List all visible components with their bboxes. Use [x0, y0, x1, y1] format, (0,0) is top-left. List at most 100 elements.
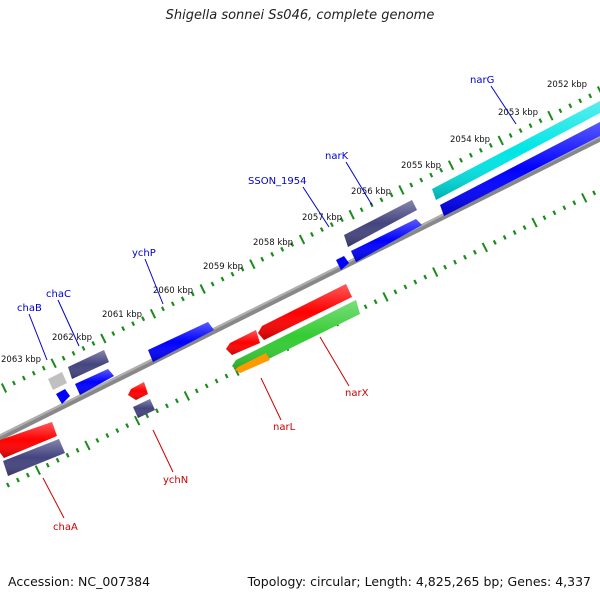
kbp-minor-tick: [226, 374, 228, 378]
kbp-minor-tick: [23, 376, 25, 380]
gene-label-narX[interactable]: narX: [345, 388, 369, 399]
kbp-minor-tick: [559, 109, 561, 113]
kbp-minor-tick: [311, 233, 313, 237]
kbp-major-tick: [85, 441, 90, 450]
kbp-minor-tick: [520, 129, 522, 133]
kbp-major-tick: [300, 235, 305, 244]
kbp-minor-tick: [112, 332, 114, 336]
kbp-minor-tick: [196, 389, 198, 393]
kbp-minor-tick: [142, 317, 144, 321]
kbp-minor-tick: [206, 384, 208, 388]
kbp-minor-tick: [166, 404, 168, 408]
kbp-minor-tick: [216, 379, 218, 383]
kbp-minor-tick: [77, 448, 79, 452]
gene-ychN-protein-shade: [133, 399, 155, 418]
kbp-minor-tick: [13, 381, 15, 385]
kbp-minor-tick: [73, 351, 75, 355]
kbp-minor-tick: [106, 434, 108, 438]
gene-label-ychN[interactable]: ychN: [163, 475, 188, 486]
kbp-minor-tick: [172, 302, 174, 306]
kbp-minor-tick: [162, 307, 164, 311]
kbp-label: 2063 kbp: [1, 355, 41, 365]
kbp-minor-tick: [474, 250, 476, 254]
kbp-minor-tick: [470, 153, 472, 157]
kbp-minor-tick: [33, 371, 35, 375]
gene-label-chaC[interactable]: chaC: [46, 289, 71, 300]
kbp-minor-tick: [544, 216, 546, 220]
kbp-major-tick: [499, 136, 504, 145]
kbp-minor-tick: [7, 483, 9, 487]
gene-names: narG narK SSON_1954 ychP chaC chaB narX …: [17, 75, 494, 533]
kbp-label: 2061 kbp: [102, 310, 142, 320]
kbp-minor-tick: [331, 223, 333, 227]
kbp-minor-tick: [146, 414, 148, 418]
kbp-minor-tick: [375, 300, 377, 304]
gene-label-narK[interactable]: narK: [325, 151, 349, 162]
kbp-minor-tick: [63, 356, 65, 360]
kbp-major-tick: [532, 218, 537, 227]
leader-chaA: [43, 478, 64, 518]
kbp-minor-tick: [57, 458, 59, 462]
kbp-minor-tick: [553, 211, 555, 215]
kbp-major-tick: [36, 466, 40, 475]
kbp-minor-tick: [420, 178, 422, 182]
kbp-minor-tick: [67, 453, 69, 457]
kbp-minor-tick: [96, 439, 98, 443]
kbp-label: 2058 kbp: [253, 238, 293, 248]
kbp-minor-tick: [424, 275, 426, 279]
kbp-minor-tick: [116, 429, 118, 433]
gene-label-SSON_1954[interactable]: SSON_1954: [248, 176, 307, 187]
gene-ychN-cds-shade: [128, 382, 148, 400]
kbp-minor-tick: [176, 399, 178, 403]
kbp-minor-tick: [395, 290, 397, 294]
kbp-minor-tick: [460, 158, 462, 162]
kbp-minor-tick: [43, 366, 45, 370]
kbp-minor-tick: [126, 424, 128, 428]
gene-label-chaB[interactable]: chaB: [17, 303, 42, 314]
kbp-major-tick: [399, 186, 403, 195]
kbp-minor-tick: [27, 473, 29, 477]
kbp-minor-tick: [222, 277, 224, 281]
kbp-minor-tick: [271, 252, 273, 256]
kbp-minor-tick: [530, 124, 532, 128]
kbp-major-tick: [250, 260, 255, 269]
kbp-minor-tick: [381, 198, 383, 202]
kbp-minor-tick: [261, 257, 263, 261]
kbp-label: 2052 kbp: [547, 80, 587, 90]
gene-label-narG[interactable]: narG: [470, 75, 494, 86]
gene-label-narL[interactable]: narL: [273, 422, 296, 433]
gene-label-chaA[interactable]: chaA: [53, 522, 78, 533]
kbp-label: 2053 kbp: [498, 108, 538, 118]
kbp-minor-tick: [430, 173, 432, 177]
leader-ychN: [153, 430, 173, 472]
kbp-minor-tick: [454, 260, 456, 264]
kbp-minor-tick: [92, 342, 94, 346]
leader-ychP: [145, 259, 163, 304]
topology-label: Topology: circular; Length: 4,825,265 bp…: [248, 574, 591, 589]
kbp-minor-tick: [589, 94, 591, 98]
forward-strand-features: [48, 101, 600, 404]
gene-label-ychP[interactable]: ychP: [132, 248, 156, 259]
kbp-minor-tick: [490, 143, 492, 147]
kbp-major-tick: [51, 359, 56, 368]
kbp-major-tick: [201, 285, 205, 294]
kbp-label: 2054 kbp: [450, 135, 490, 145]
kbp-minor-tick: [232, 272, 234, 276]
gene-chaB-cds[interactable]: [48, 372, 67, 390]
gene-ychP-shade: [148, 322, 214, 362]
kbp-minor-tick: [480, 148, 482, 152]
kbp-major-tick: [350, 210, 354, 219]
kbp-minor-tick: [365, 305, 367, 309]
kbp-label: 2062 kbp: [52, 333, 92, 343]
kbp-major-tick: [483, 243, 488, 252]
kbp-label: 2056 kbp: [351, 187, 391, 197]
kbp-label: 2057 kbp: [302, 213, 342, 223]
kbp-major-tick: [383, 292, 387, 301]
kbp-minor-tick: [573, 201, 575, 205]
leader-narX: [320, 337, 349, 386]
kbp-minor-tick: [524, 226, 526, 230]
kbp-minor-tick: [156, 409, 158, 413]
kbp-minor-tick: [444, 265, 446, 269]
